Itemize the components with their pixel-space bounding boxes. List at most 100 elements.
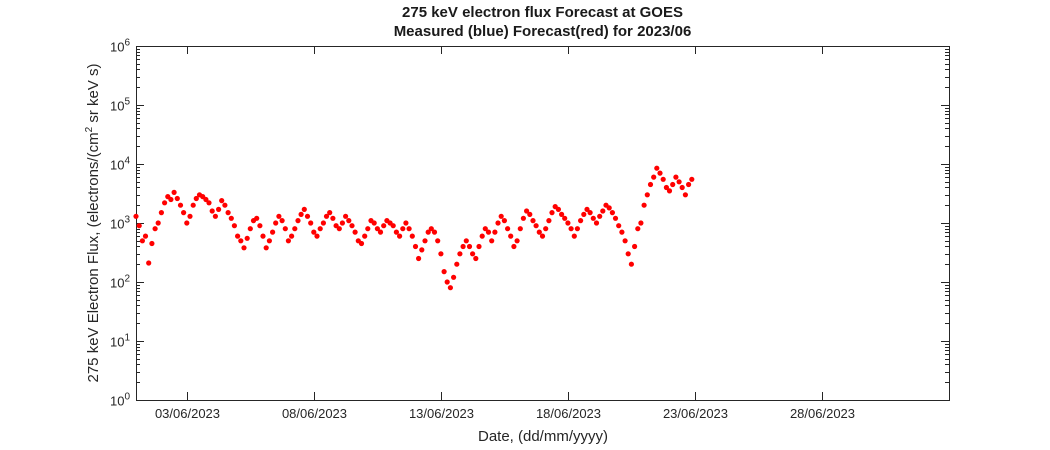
forecast-point <box>187 213 193 219</box>
forecast-point <box>441 269 447 275</box>
forecast-point <box>416 255 422 262</box>
x-ticks: 03/06/2023 08/06/2023 13/06/2023 18/06/2023… <box>155 46 855 421</box>
forecast-point <box>270 229 276 235</box>
forecast-point <box>568 226 574 232</box>
forecast-point <box>282 226 288 232</box>
forecast-point <box>628 261 635 267</box>
forecast-point <box>543 226 549 232</box>
forecast-point <box>266 238 272 244</box>
forecast-point <box>476 243 482 250</box>
forecast-point <box>517 226 523 232</box>
forecast-point <box>216 206 222 212</box>
forecast-point <box>612 215 619 221</box>
forecast-point <box>489 238 495 244</box>
forecast-point <box>619 229 625 235</box>
forecast-point <box>463 238 469 244</box>
forecast-point <box>365 226 371 232</box>
forecast-point <box>314 233 320 239</box>
forecast-point <box>574 226 581 232</box>
forecast-point <box>546 218 552 224</box>
forecast-point <box>336 226 342 232</box>
forecast-point <box>349 223 355 229</box>
forecast-point <box>374 226 380 232</box>
forecast-point <box>647 181 654 188</box>
forecast-point <box>285 238 291 244</box>
forecast-point <box>263 245 269 251</box>
y-tick-label: 102 <box>110 274 130 291</box>
forecast-point <box>524 208 530 214</box>
forecast-point <box>231 223 237 229</box>
forecast-point <box>343 213 349 219</box>
forecast-point <box>339 220 345 226</box>
forecast-point <box>276 213 282 219</box>
forecast-point <box>498 213 504 219</box>
data-points <box>133 165 695 291</box>
forecast-point <box>635 226 641 232</box>
forecast-point <box>298 211 304 217</box>
forecast-point <box>295 218 301 224</box>
forecast-point <box>247 226 253 232</box>
forecast-point <box>555 206 562 212</box>
forecast-point <box>533 223 539 229</box>
forecast-point <box>600 208 606 214</box>
forecast-point <box>244 235 250 241</box>
forecast-point <box>206 200 212 206</box>
forecast-point <box>362 233 368 239</box>
forecast-point <box>457 251 463 257</box>
forecast-point <box>177 202 184 208</box>
x-tick-label: 08/06/2023 <box>282 406 347 421</box>
forecast-point <box>682 192 689 198</box>
forecast-point <box>203 196 209 203</box>
x-tick-label: 18/06/2023 <box>536 406 601 421</box>
forecast-point <box>644 192 650 198</box>
forecast-point <box>400 226 406 232</box>
forecast-point <box>473 255 479 262</box>
forecast-point <box>174 195 180 202</box>
forecast-point <box>190 202 196 208</box>
forecast-point <box>219 198 225 204</box>
axes-box <box>136 46 950 401</box>
forecast-point <box>508 233 514 239</box>
forecast-point <box>397 233 403 239</box>
forecast-point <box>597 213 603 219</box>
forecast-point <box>454 261 460 267</box>
forecast-point <box>371 220 377 226</box>
forecast-point <box>289 233 295 239</box>
forecast-point <box>304 213 311 219</box>
forecast-point <box>235 233 241 239</box>
forecast-point <box>168 196 174 203</box>
forecast-point <box>381 223 387 229</box>
forecast-point <box>136 223 142 229</box>
forecast-point <box>562 215 568 221</box>
chart-subtitle: Measured (blue) Forecast(red) for 2023/0… <box>393 23 692 40</box>
forecast-point <box>663 184 670 191</box>
forecast-point <box>358 240 365 247</box>
forecast-point <box>632 243 638 250</box>
x-tick-label: 03/06/2023 <box>155 406 220 421</box>
forecast-point <box>485 229 492 235</box>
forecast-point <box>511 243 517 250</box>
forecast-point <box>422 238 428 244</box>
forecast-point <box>222 202 228 208</box>
forecast-point <box>257 223 263 229</box>
x-tick-label: 28/06/2023 <box>790 406 855 421</box>
x-tick-label: 13/06/2023 <box>409 406 474 421</box>
forecast-point <box>181 210 187 216</box>
forecast-point <box>530 218 536 224</box>
forecast-point <box>323 213 330 219</box>
forecast-point <box>616 223 622 229</box>
forecast-point <box>346 218 352 224</box>
forecast-point <box>581 211 587 217</box>
forecast-point <box>241 245 247 251</box>
forecast-point <box>171 189 177 195</box>
forecast-point <box>641 202 647 208</box>
y-tick-label: 105 <box>110 97 130 114</box>
forecast-point <box>638 220 644 226</box>
forecast-point <box>301 206 307 212</box>
forecast-point <box>479 233 485 239</box>
forecast-point <box>209 208 215 214</box>
forecast-point <box>539 233 546 239</box>
forecast-point <box>660 176 666 182</box>
